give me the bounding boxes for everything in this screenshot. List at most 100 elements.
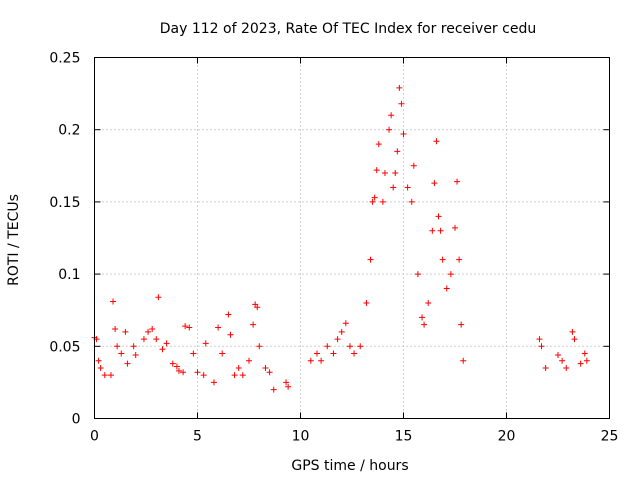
data-point	[250, 321, 257, 328]
data-point	[583, 357, 590, 364]
data-point	[571, 336, 578, 343]
data-point	[283, 379, 290, 386]
data-point	[182, 323, 189, 330]
data-point	[410, 162, 417, 169]
data-point	[456, 256, 463, 263]
data-point	[398, 100, 405, 107]
data-point	[324, 343, 331, 350]
x-tick-label: 15	[395, 429, 413, 445]
data-point	[130, 343, 137, 350]
data-point	[460, 357, 467, 364]
data-point	[386, 126, 393, 133]
data-point	[458, 321, 465, 328]
data-point	[180, 369, 187, 376]
data-point	[425, 299, 432, 306]
data-point	[414, 271, 421, 278]
data-point	[285, 383, 292, 390]
y-axis-label: ROTI / TECUs	[6, 194, 22, 286]
data-point	[373, 167, 380, 174]
data-point	[186, 324, 193, 331]
data-point	[569, 328, 576, 335]
data-point	[159, 346, 166, 353]
data-point	[363, 299, 370, 306]
grid	[94, 57, 610, 419]
data-point	[202, 340, 209, 347]
data-point	[169, 360, 176, 367]
data-point	[235, 364, 242, 371]
data-point	[256, 343, 263, 350]
data-point	[330, 350, 337, 357]
data-points	[91, 84, 590, 393]
y-tick-label: 0.15	[49, 195, 80, 211]
data-point	[555, 351, 561, 358]
y-tick-label: 0	[72, 412, 81, 428]
data-point	[443, 285, 450, 292]
y-tick-label: 0.05	[49, 339, 80, 355]
data-point	[239, 372, 246, 379]
plot-frame	[94, 57, 610, 419]
data-point	[215, 324, 222, 331]
data-point	[559, 357, 566, 364]
data-point	[101, 372, 108, 379]
data-point	[447, 271, 454, 278]
data-point	[400, 131, 407, 138]
data-point	[110, 298, 117, 305]
data-point	[231, 372, 238, 379]
data-point	[227, 331, 234, 338]
data-point	[408, 198, 415, 205]
data-point	[421, 321, 428, 328]
y-tick-label: 0.25	[49, 51, 80, 67]
data-point	[371, 194, 378, 201]
data-point	[122, 328, 129, 335]
data-point	[200, 372, 207, 379]
x-tick-label: 5	[193, 429, 202, 445]
data-point	[538, 343, 545, 350]
data-point	[429, 227, 436, 234]
data-point	[155, 294, 162, 301]
data-point	[367, 256, 374, 263]
data-point	[194, 369, 201, 376]
data-point	[219, 350, 226, 357]
data-point	[375, 141, 382, 148]
y-tick-label: 0.1	[58, 267, 80, 283]
axes	[94, 57, 610, 419]
data-point	[346, 343, 353, 350]
data-point	[379, 198, 386, 205]
data-point	[577, 360, 584, 367]
data-point	[262, 364, 269, 371]
data-point	[246, 357, 252, 364]
data-point	[542, 364, 549, 371]
data-point	[536, 336, 543, 343]
data-point	[439, 256, 446, 263]
data-point	[153, 336, 160, 343]
data-point	[97, 364, 104, 371]
x-tick-label: 20	[498, 429, 516, 445]
data-point	[419, 314, 426, 321]
data-point	[390, 184, 397, 191]
data-point	[452, 224, 458, 231]
data-point	[173, 363, 180, 370]
data-point	[145, 328, 152, 335]
data-point	[132, 351, 139, 358]
data-point	[95, 357, 102, 364]
data-point	[114, 343, 121, 350]
data-point	[107, 372, 114, 379]
data-point	[369, 198, 376, 205]
data-point	[175, 367, 182, 374]
data-point	[163, 340, 170, 347]
data-point	[140, 336, 147, 343]
y-tick-label: 0.2	[58, 123, 80, 139]
data-point	[254, 304, 261, 311]
data-point	[404, 184, 411, 191]
data-point	[437, 227, 444, 234]
data-point	[149, 325, 156, 332]
data-point	[435, 213, 442, 220]
data-point	[392, 170, 399, 177]
x-tick-label: 10	[292, 429, 310, 445]
data-point	[190, 350, 197, 357]
data-point	[357, 343, 364, 350]
data-point	[342, 320, 349, 327]
data-point	[334, 336, 341, 343]
data-point	[313, 350, 320, 357]
